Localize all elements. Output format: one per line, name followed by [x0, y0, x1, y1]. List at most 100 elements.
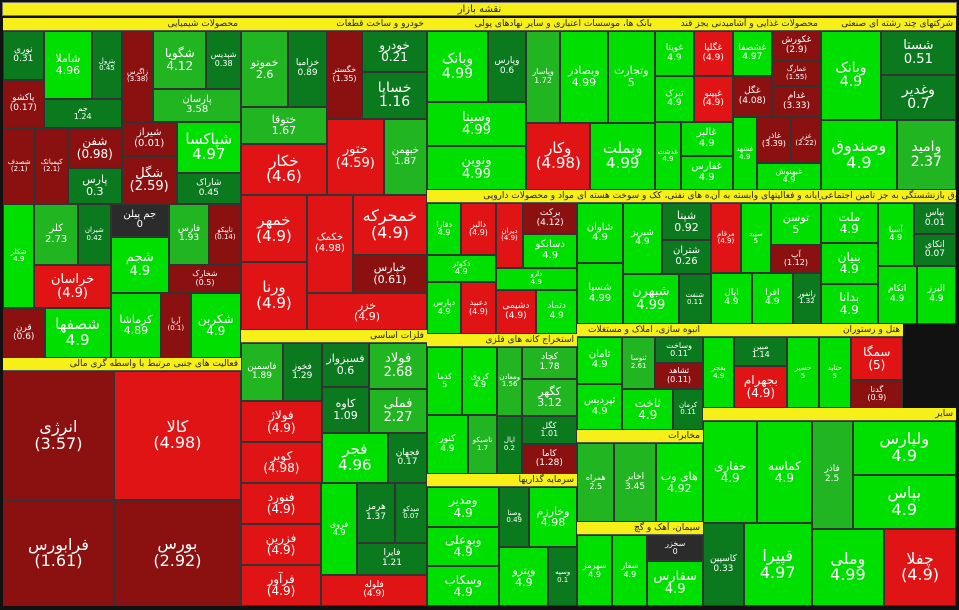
stock-tile[interactable]: دتماد 4.9 — [536, 289, 577, 334]
sector-header[interactable]: شرکتهای چند رشته ای صنعتی — [821, 18, 956, 31]
stock-tile[interactable]: خراسان (4.9) — [34, 265, 111, 309]
stock-tile[interactable]: حتاید 5 — [818, 337, 851, 408]
stock-tile[interactable]: وپترو 4.9 — [499, 547, 549, 606]
stock-tile[interactable]: شخارک (0.5) — [168, 264, 241, 293]
stock-tile[interactable]: قرن (0.6) — [3, 308, 45, 358]
stock-tile[interactable]: انرژی (3.57) — [3, 371, 114, 501]
stock-tile[interactable]: فلوله (4.9) — [321, 574, 427, 606]
stock-tile[interactable]: جم پیلن 0 — [110, 204, 169, 237]
stock-tile[interactable]: شصدف (2.1) — [3, 127, 36, 205]
stock-tile[interactable]: رانفور 1.32 — [792, 272, 821, 324]
stock-tile[interactable]: سفار 4.9 — [612, 535, 648, 606]
stock-tile[interactable]: شیران 0.42 — [77, 204, 111, 266]
stock-tile[interactable]: کلر 2.73 — [34, 204, 78, 266]
stock-tile[interactable]: وپارس 0.6 — [487, 31, 526, 103]
stock-tile[interactable]: غفارس 4.9 — [680, 155, 733, 190]
stock-tile[interactable]: خمهر (4.9) — [241, 194, 307, 263]
stock-tile[interactable]: بپاس 4.9 — [852, 474, 956, 529]
stock-tile[interactable]: جم 1.24 — [43, 98, 122, 128]
stock-tile[interactable]: فجر 4.96 — [321, 433, 389, 483]
stock-tile[interactable]: نوری 0.31 — [3, 31, 44, 80]
stock-tile[interactable]: کیمیاتک (2.1) — [35, 127, 68, 205]
sector-header[interactable]: سیمان، آهک و گچ — [577, 522, 703, 535]
stock-tile[interactable]: فروی 4.9 — [321, 482, 357, 575]
stock-tile[interactable]: غدشت 4.9 — [655, 121, 681, 190]
stock-tile[interactable]: فملی 2.27 — [369, 389, 427, 434]
stock-tile[interactable]: شجم 4.9 — [110, 236, 169, 293]
stock-tile[interactable]: بنیان 4.9 — [821, 243, 878, 284]
stock-tile[interactable]: غگلپا (4.9) — [693, 31, 733, 77]
stock-tile[interactable]: شنفت 0.11 — [678, 273, 711, 324]
stock-tile[interactable]: خودرو 0.21 — [362, 31, 427, 72]
stock-tile[interactable]: شیراز (0.01) — [121, 121, 177, 157]
stock-tile[interactable]: کگهر 3.12 — [522, 378, 577, 416]
stock-tile[interactable]: ومدیر 4.9 — [427, 487, 500, 527]
stock-tile[interactable]: کویر (4.98) — [241, 441, 322, 483]
sector-header[interactable]: خودرو و ساخت قطعات — [241, 18, 427, 31]
stock-tile[interactable]: شستا 0.51 — [880, 31, 956, 75]
stock-tile[interactable]: دالبر (4.9) — [461, 203, 496, 256]
stock-tile[interactable]: کماسه 4.9 — [757, 421, 812, 524]
stock-tile[interactable]: همراه 2.5 — [577, 443, 615, 522]
stock-tile[interactable]: افرا 4.9 — [751, 272, 793, 324]
stock-tile[interactable]: وصندوق 4.9 — [821, 119, 897, 190]
stock-tile[interactable]: وسپه 0.1 — [548, 547, 577, 606]
stock-tile[interactable]: فاسمین 1.89 — [241, 343, 283, 402]
stock-tile[interactable]: پاکشو (0.17) — [3, 79, 44, 128]
stock-tile[interactable]: ثنوسا 2.61 — [622, 337, 656, 389]
stock-tile[interactable]: بدانا 4.9 — [821, 283, 878, 324]
stock-tile[interactable]: شپاکسا 4.97 — [176, 121, 241, 173]
stock-tile[interactable]: وسکاب 4.9 — [427, 566, 500, 606]
stock-tile[interactable]: کرماشا 4.89 — [110, 292, 162, 358]
sector-header[interactable]: محصولات غذایی و آشامیدنی بجز قند — [655, 18, 821, 31]
stock-tile[interactable]: دیران (4.9) — [495, 203, 524, 268]
stock-tile[interactable]: غاذر (3.39) — [756, 117, 791, 163]
stock-tile[interactable]: کچاد 1.78 — [522, 347, 577, 379]
stock-tile[interactable]: شپنا 0.92 — [661, 203, 711, 241]
stock-tile[interactable]: فزرین (4.9) — [241, 523, 322, 565]
stock-tile[interactable]: وتجارت 5 — [607, 31, 655, 123]
stock-tile[interactable]: خبهمن 1.87 — [383, 118, 427, 195]
stock-tile[interactable]: وبانک 4.9 — [821, 31, 881, 120]
stock-tile[interactable]: دعبید (4.9) — [461, 281, 496, 334]
stock-tile[interactable]: کاوه 1.09 — [321, 386, 370, 433]
stock-tile[interactable]: غپینو (4.9) — [693, 76, 733, 122]
stock-tile[interactable]: فارس 1.93 — [168, 204, 210, 265]
stock-tile[interactable]: بورس (2.92) — [113, 499, 241, 606]
stock-tile[interactable]: خپارس (0.61) — [352, 254, 427, 293]
stock-tile[interactable]: غشهد 4.9 — [732, 117, 757, 190]
stock-tile[interactable]: فجهان 0.17 — [388, 433, 427, 483]
stock-tile[interactable]: کدما 5 — [427, 347, 463, 416]
stock-tile[interactable]: فایرا 1.21 — [356, 542, 427, 575]
stock-tile[interactable]: آسیا 4.9 — [877, 203, 914, 266]
stock-tile[interactable]: ومعادن 1.56 — [497, 347, 523, 416]
stock-tile[interactable]: کالا (4.98) — [113, 371, 241, 500]
stock-tile[interactable]: شگویا 4.12 — [153, 31, 207, 89]
stock-tile[interactable]: وساخت 0.11 — [655, 337, 703, 363]
stock-tile[interactable]: ولپارس 4.9 — [852, 421, 956, 475]
stock-tile[interactable]: وصنا 0.49 — [499, 487, 529, 548]
stock-tile[interactable]: شاملا 4.96 — [43, 31, 93, 99]
stock-tile[interactable]: البرز 4.9 — [916, 265, 956, 324]
sector-header[interactable]: فلزات اساسی — [241, 330, 427, 343]
stock-tile[interactable]: کرمان 0.11 — [673, 388, 703, 430]
stock-tile[interactable]: دکوثر 4.9 — [427, 255, 496, 282]
stock-tile[interactable]: کاسپین 0.33 — [703, 523, 744, 606]
stock-tile[interactable]: فولاد 2.68 — [369, 343, 427, 390]
stock-tile[interactable]: توسن 5 — [770, 203, 821, 245]
stock-tile[interactable]: سفارس 4.9 — [647, 560, 703, 606]
stock-tile[interactable]: بفجر 4.9 — [703, 337, 735, 408]
stock-tile[interactable]: فولاژ (4.9) — [241, 401, 322, 442]
stock-tile[interactable]: ثاخت 4.9 — [622, 388, 674, 430]
sector-header[interactable]: استخراج کانه های فلزی — [427, 334, 577, 347]
stock-tile[interactable]: وامید 2.37 — [896, 119, 956, 190]
stock-tile[interactable]: خزر (4.9) — [307, 292, 427, 330]
stock-tile[interactable]: کاما (1.28) — [521, 444, 577, 474]
sector-header[interactable]: بانک ها، موسسات اعتباری و سایر نهادهای پ… — [427, 18, 655, 31]
stock-tile[interactable]: شاوان 4.9 — [577, 203, 623, 264]
stock-tile[interactable]: فسبزوار 0.6 — [321, 343, 370, 387]
stock-tile[interactable]: هرمز 1.37 — [356, 482, 396, 543]
stock-tile[interactable]: خکمک (4.98) — [307, 194, 353, 293]
stock-tile[interactable]: کگل 1.01 — [521, 415, 577, 445]
stock-tile[interactable]: خزامیا 0.89 — [288, 31, 327, 107]
